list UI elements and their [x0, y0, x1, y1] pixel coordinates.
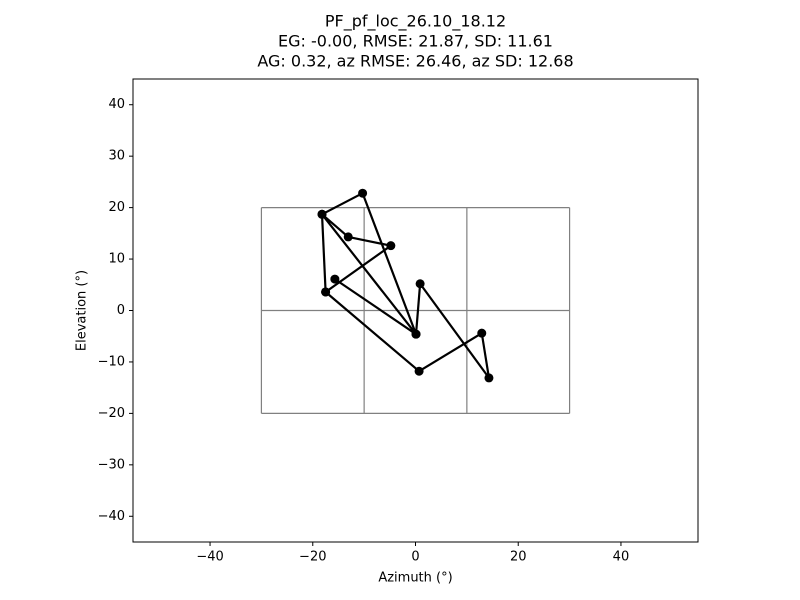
data-point [411, 329, 421, 339]
y-tick-label: 10 [108, 252, 125, 267]
data-point [321, 287, 331, 297]
y-tick-label: −10 [98, 354, 125, 369]
y-tick-label: −30 [98, 457, 125, 472]
data-point [414, 366, 424, 376]
x-tick-label: 0 [411, 550, 419, 565]
x-axis-label: Azimuth (°) [378, 571, 452, 586]
data-point [330, 274, 340, 284]
chart-title: EG: -0.00, RMSE: 21.87, SD: 11.61 [278, 32, 553, 51]
y-tick-label: 40 [108, 97, 125, 112]
data-line [320, 192, 491, 379]
chart-title: AG: 0.32, az RMSE: 26.46, az SD: 12.68 [257, 52, 573, 71]
x-tick-label: −20 [299, 550, 326, 565]
y-tick-label: 0 [117, 303, 125, 318]
plot-frame [132, 78, 699, 543]
y-tick-label: 20 [108, 200, 125, 215]
y-tick-label: 30 [108, 149, 125, 164]
data-point [343, 232, 353, 242]
x-tick-label: −40 [196, 550, 223, 565]
chart-title: PF_pf_loc_26.10_18.12 [325, 12, 506, 32]
data-point [415, 279, 425, 289]
x-tick-label: 40 [613, 550, 630, 565]
y-tick-label: −40 [98, 509, 125, 524]
x-tick-label: 20 [510, 550, 527, 565]
y-axis-label: Elevation (°) [75, 270, 90, 351]
data-point [484, 373, 494, 383]
data-point [358, 188, 368, 198]
y-tick-label: −20 [98, 406, 125, 421]
data-point [477, 328, 487, 338]
data-point [317, 209, 327, 219]
data-point [386, 241, 396, 251]
